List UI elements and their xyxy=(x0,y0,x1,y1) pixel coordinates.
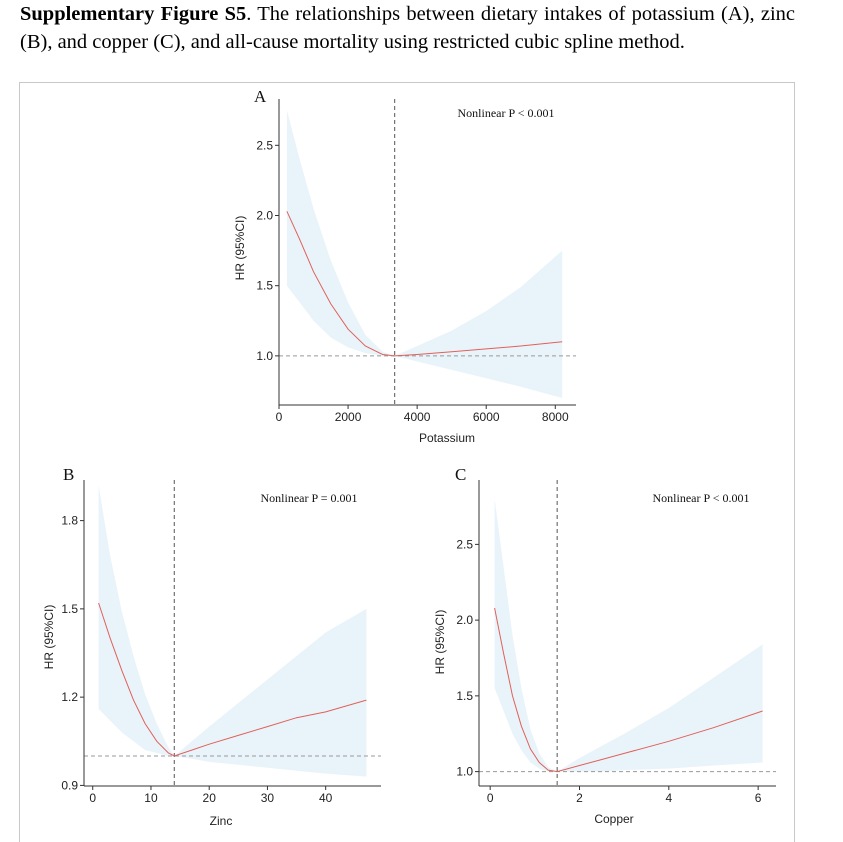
panel-a-x-tick-label: 4000 xyxy=(404,410,431,424)
panel-c-y-tick-label: 2.0 xyxy=(456,613,473,627)
panel-a-x-tick-label: 6000 xyxy=(473,410,500,424)
panel-b-nonlinear-p: Nonlinear P = 0.001 xyxy=(261,491,358,505)
panel-a-nonlinear-p: Nonlinear P < 0.001 xyxy=(458,106,555,120)
panel-b-x-tick-label: 30 xyxy=(261,791,275,805)
panel-a-y-tick-label: 1.0 xyxy=(256,349,273,363)
figure-caption: Supplementary Figure S5. The relationshi… xyxy=(20,0,795,56)
panel-a-x-tick-label: 8000 xyxy=(542,410,569,424)
panel-c-x-tick-label: 6 xyxy=(755,791,762,805)
panel-a-y-tick-label: 1.5 xyxy=(256,279,273,293)
panel-a-ci-band xyxy=(286,110,563,398)
panel-a-hr-curve xyxy=(286,211,563,357)
panel-b-x-tick-label: 10 xyxy=(144,791,158,805)
panel-a-x-axis-label: Potassium xyxy=(419,431,475,445)
panel-a-x-tick-label: 2000 xyxy=(335,410,362,424)
panel-c-ci-band xyxy=(494,498,763,772)
panel-c-y-tick-label: 1.0 xyxy=(456,765,473,779)
panel-c-x-tick-label: 2 xyxy=(576,791,583,805)
panel-c-x-tick-label: 0 xyxy=(487,791,494,805)
panel-c-y-tick-label: 2.5 xyxy=(456,537,473,551)
panel-a-y-tick-label: 2.0 xyxy=(256,209,273,223)
panel-b-letter: B xyxy=(63,465,74,484)
panel-a-x-tick-label: 0 xyxy=(276,410,283,424)
panel-b-x-tick-label: 20 xyxy=(203,791,217,805)
figure-frame xyxy=(19,82,795,842)
panel-b-hr-curve xyxy=(98,602,367,757)
panel-c-letter: C xyxy=(455,465,466,484)
panel-b-x-tick-label: 0 xyxy=(89,791,96,805)
panel-b-y-tick-label: 1.8 xyxy=(61,514,78,528)
panel-b-ci-band xyxy=(98,485,367,777)
panel-b-x-tick-label: 40 xyxy=(319,791,333,805)
panel-b-y-tick-label: 1.2 xyxy=(61,690,78,704)
panel-c-x-tick-label: 4 xyxy=(665,791,672,805)
caption-label: Supplementary Figure S5 xyxy=(20,3,247,25)
panel-a-y-tick-label: 2.5 xyxy=(256,138,273,152)
panel-a-y-axis-label: HR (95%CI) xyxy=(233,216,247,281)
panel-b-x-axis-label: Zinc xyxy=(210,814,233,827)
panel-a-letter: A xyxy=(254,87,267,106)
caption-text: . The relationships between dietary inta… xyxy=(20,3,795,53)
panel-c-y-tick-label: 1.5 xyxy=(456,689,473,703)
panel-b-y-axis-label: HR (95%CI) xyxy=(42,605,56,670)
panel-c-x-axis-label: Copper xyxy=(594,812,633,826)
panel-c-nonlinear-p: Nonlinear P < 0.001 xyxy=(653,491,750,505)
panel-c-y-axis-label: HR (95%CI) xyxy=(433,610,447,675)
panel-b-y-tick-label: 1.5 xyxy=(61,602,78,616)
panel-b-y-tick-label: 0.9 xyxy=(61,778,78,792)
panel-c-hr-curve xyxy=(494,607,763,773)
